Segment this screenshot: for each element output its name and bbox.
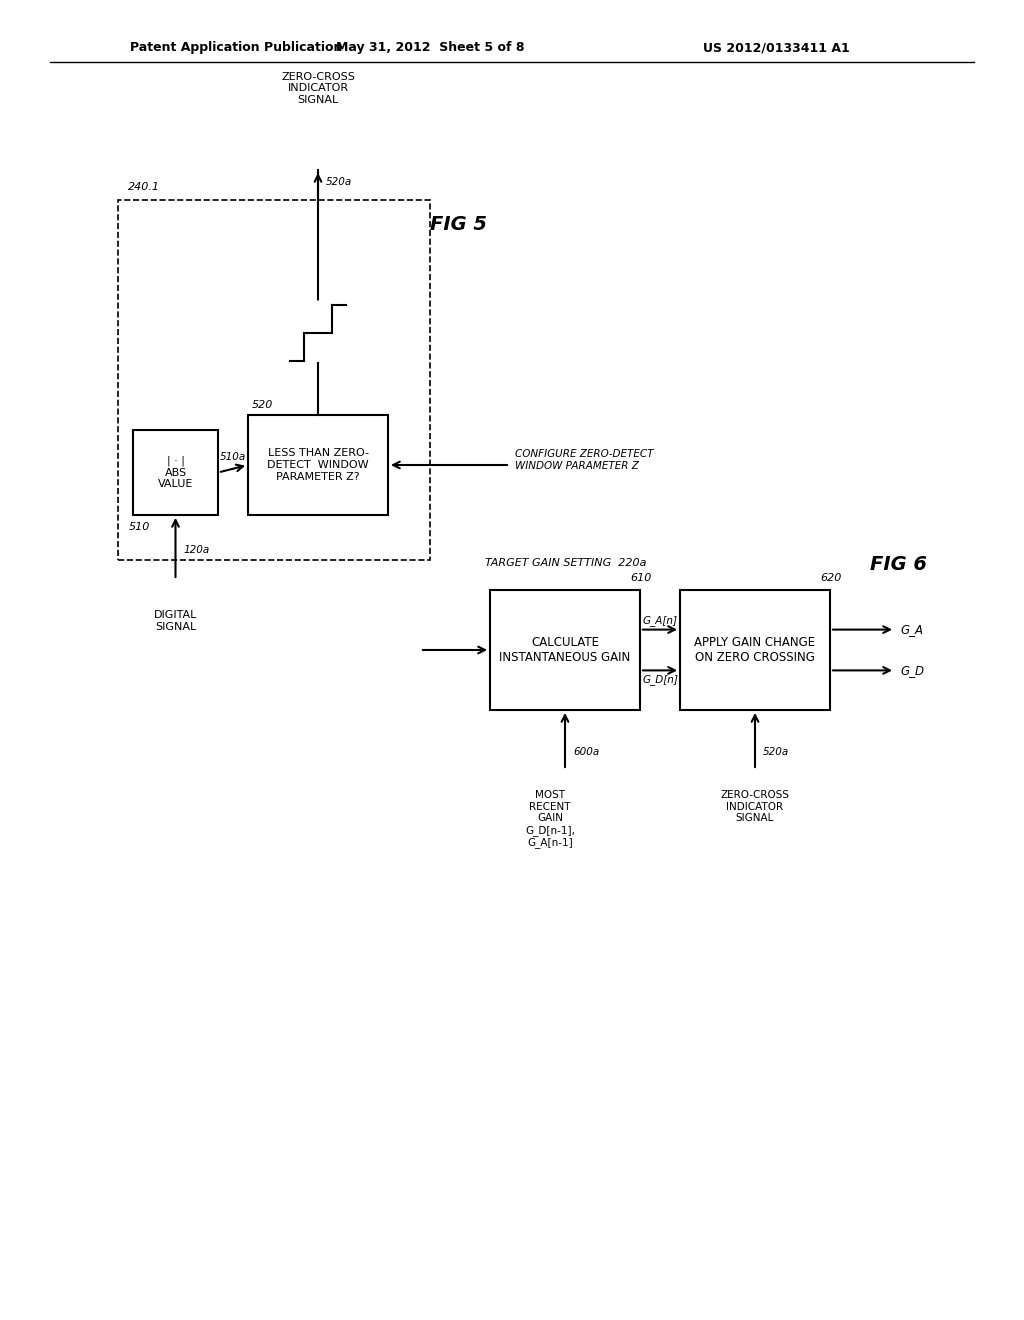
Text: Patent Application Publication: Patent Application Publication (130, 41, 342, 54)
Bar (118, 201, 430, 560)
Text: ZERO-CROSS
INDICATOR
SIGNAL: ZERO-CROSS INDICATOR SIGNAL (281, 71, 355, 106)
Text: FIG 5: FIG 5 (430, 215, 487, 234)
Text: 120a: 120a (183, 545, 210, 554)
Text: ZERO-CROSS
INDICATOR
SIGNAL: ZERO-CROSS INDICATOR SIGNAL (721, 789, 790, 824)
Text: G_A: G_A (900, 623, 923, 636)
Text: G_D[n]: G_D[n] (642, 675, 678, 685)
Text: DIGITAL
SIGNAL: DIGITAL SIGNAL (154, 610, 198, 631)
Bar (490, 590, 640, 710)
Bar (133, 430, 218, 515)
Text: APPLY GAIN CHANGE
ON ZERO CROSSING: APPLY GAIN CHANGE ON ZERO CROSSING (694, 636, 815, 664)
Text: LESS THAN ZERO-
DETECT  WINDOW
PARAMETER Z?: LESS THAN ZERO- DETECT WINDOW PARAMETER … (267, 449, 369, 482)
Text: 610: 610 (630, 573, 651, 583)
Text: 240.1: 240.1 (128, 182, 160, 191)
Text: 600a: 600a (573, 747, 599, 756)
Text: 620: 620 (820, 573, 842, 583)
Text: TARGET GAIN SETTING  220a: TARGET GAIN SETTING 220a (485, 558, 646, 568)
Text: 510a: 510a (220, 453, 246, 462)
Text: MOST
RECENT
GAIN
G_D[n-1],
G_A[n-1]: MOST RECENT GAIN G_D[n-1], G_A[n-1] (525, 789, 575, 849)
Text: US 2012/0133411 A1: US 2012/0133411 A1 (703, 41, 850, 54)
Bar (680, 590, 830, 710)
Text: | · |
ABS
VALUE: | · | ABS VALUE (158, 455, 194, 490)
Text: May 31, 2012  Sheet 5 of 8: May 31, 2012 Sheet 5 of 8 (336, 41, 524, 54)
Text: 520a: 520a (326, 177, 352, 187)
Bar (248, 414, 388, 515)
Text: 520a: 520a (763, 747, 790, 756)
Text: CONFIGURE ZERO-DETECT
WINDOW PARAMETER Z: CONFIGURE ZERO-DETECT WINDOW PARAMETER Z (515, 449, 653, 471)
Text: G_A[n]: G_A[n] (642, 615, 678, 626)
Text: 520: 520 (252, 400, 273, 411)
Text: CALCULATE
INSTANTANEOUS GAIN: CALCULATE INSTANTANEOUS GAIN (500, 636, 631, 664)
Text: 510: 510 (129, 521, 151, 532)
Text: FIG 6: FIG 6 (870, 554, 927, 574)
Text: G_D: G_D (900, 664, 924, 677)
